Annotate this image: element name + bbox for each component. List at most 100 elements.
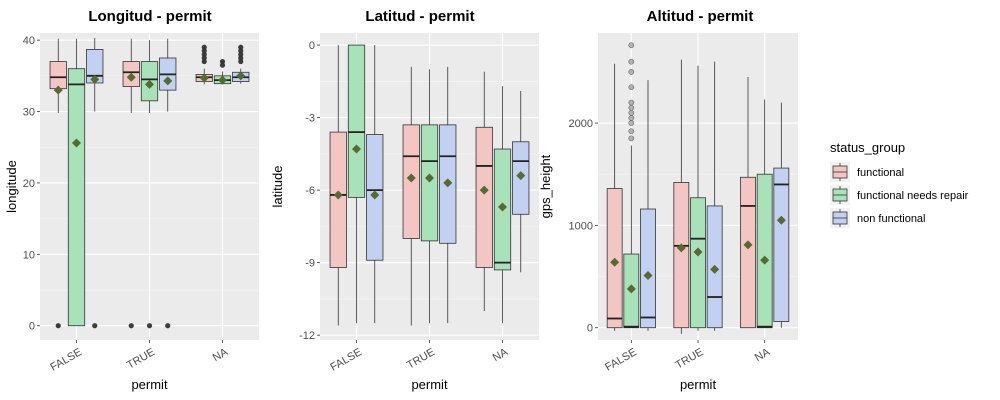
box-functional-true [673, 59, 690, 334]
x-tick-label: NA [753, 346, 773, 364]
mean-marker [370, 190, 380, 200]
box-body [49, 61, 67, 90]
box-functional-true [402, 66, 420, 326]
box-body [67, 68, 86, 327]
mean-marker [760, 255, 770, 265]
outlier-point [628, 109, 635, 116]
y-tick-label: 1000 [569, 220, 593, 232]
mean-marker [406, 173, 416, 183]
outlier-point [201, 48, 207, 54]
mean-marker [693, 247, 703, 257]
box-body [673, 182, 690, 329]
outlier-point [219, 62, 226, 68]
legend-label: non functional [857, 213, 926, 225]
box-body [740, 176, 756, 329]
mean-marker [53, 85, 63, 95]
outlier-point [165, 323, 171, 329]
box-non-functional-true [706, 61, 723, 331]
y-tick-label: -9 [305, 258, 315, 270]
box-body [690, 197, 706, 329]
x-tick-label: TRUE [674, 346, 706, 371]
box-functional-na [740, 77, 756, 329]
box-functional-needs-repair-true [420, 69, 439, 324]
mean-marker [72, 138, 81, 148]
outlier-point [628, 115, 635, 121]
box-non-functional-false [640, 80, 656, 331]
outlier-point [628, 128, 635, 135]
box-functional-false [329, 45, 347, 326]
mean-marker [626, 284, 636, 294]
box-body [756, 173, 773, 329]
x-axis-label: permit [131, 377, 168, 392]
mean-marker [236, 71, 246, 81]
outlier-point [55, 323, 61, 329]
legend-item-functional-needs-repair: functional needs repair [830, 185, 969, 205]
box-non-functional-true [159, 38, 177, 329]
mean-marker [199, 73, 209, 83]
mean-marker [643, 271, 653, 281]
panel-title: Latitud - permit [365, 8, 474, 25]
mean-marker [498, 202, 507, 212]
mean-marker [126, 72, 136, 82]
legend-label: functional [857, 167, 904, 179]
outlier-point [628, 99, 635, 106]
outlier-point [628, 135, 635, 142]
box-functional-needs-repair-false [347, 44, 366, 324]
legend-title: status_group [830, 140, 905, 155]
mean-marker [333, 190, 343, 200]
box-non-functional-na [232, 44, 250, 84]
mean-marker [352, 144, 361, 154]
box-functional-needs-repair-false [623, 42, 640, 329]
y-axis-label: longitude [4, 160, 19, 213]
y-tick-label: 0 [309, 40, 315, 52]
y-tick-label: 0 [587, 323, 593, 335]
outlier-point [238, 55, 244, 61]
outlier-point [628, 69, 635, 75]
mean-marker [479, 185, 489, 195]
x-tick-label: FALSE [328, 346, 364, 374]
legend: status_group functional functional needs … [830, 140, 969, 228]
mean-marker [743, 240, 753, 250]
y-tick-label: 10 [23, 249, 35, 261]
box-body [475, 126, 493, 268]
y-tick-label: 30 [23, 107, 35, 119]
box-functional-needs-repair-na [213, 58, 232, 85]
outlier-point [628, 84, 635, 91]
box-functional-na [475, 71, 493, 311]
outlier-point [628, 42, 635, 49]
mean-marker [145, 79, 154, 89]
box-functional-true [122, 38, 140, 329]
y-tick-label: -12 [299, 330, 315, 342]
box-functional-false [606, 63, 623, 331]
mean-marker [710, 264, 720, 274]
mean-marker [218, 75, 227, 85]
mean-marker [776, 215, 786, 225]
outlier-point [201, 55, 207, 61]
outlier-point [128, 323, 134, 329]
box-functional-needs-repair-false [67, 38, 86, 327]
y-axis-label: latitude [270, 166, 285, 208]
x-tick-label: TRUE [125, 346, 157, 371]
y-tick-label: -3 [305, 113, 315, 125]
box-body [347, 44, 366, 198]
outlier-point [146, 323, 153, 329]
outlier-point [238, 48, 244, 54]
box-functional-needs-repair-true [140, 40, 159, 329]
panel-longitude: 0 10 20 30 40 FALSE TRUE NA Longitud - permit per… [4, 8, 259, 392]
panel-latitude: 0 -3 -6 -9 -12 FALSE TRUE NA Latitud - permit per… [270, 8, 539, 392]
mean-marker [516, 171, 526, 181]
box-functional-needs-repair-true [690, 65, 706, 331]
y-tick-label: 2000 [569, 118, 593, 130]
y-tick-label: -6 [305, 185, 315, 197]
box-non-functional-na [512, 91, 530, 273]
outlier-point [219, 58, 226, 65]
box-body [420, 124, 439, 242]
y-tick-label: 0 [29, 321, 35, 333]
x-tick-label: TRUE [405, 346, 437, 371]
box-body [773, 167, 790, 322]
x-axis-label: permit [680, 377, 717, 392]
outlier-point [628, 58, 635, 65]
x-tick-label: FALSE [603, 346, 639, 374]
outlier-point [238, 58, 244, 65]
outlier-point [628, 104, 635, 111]
